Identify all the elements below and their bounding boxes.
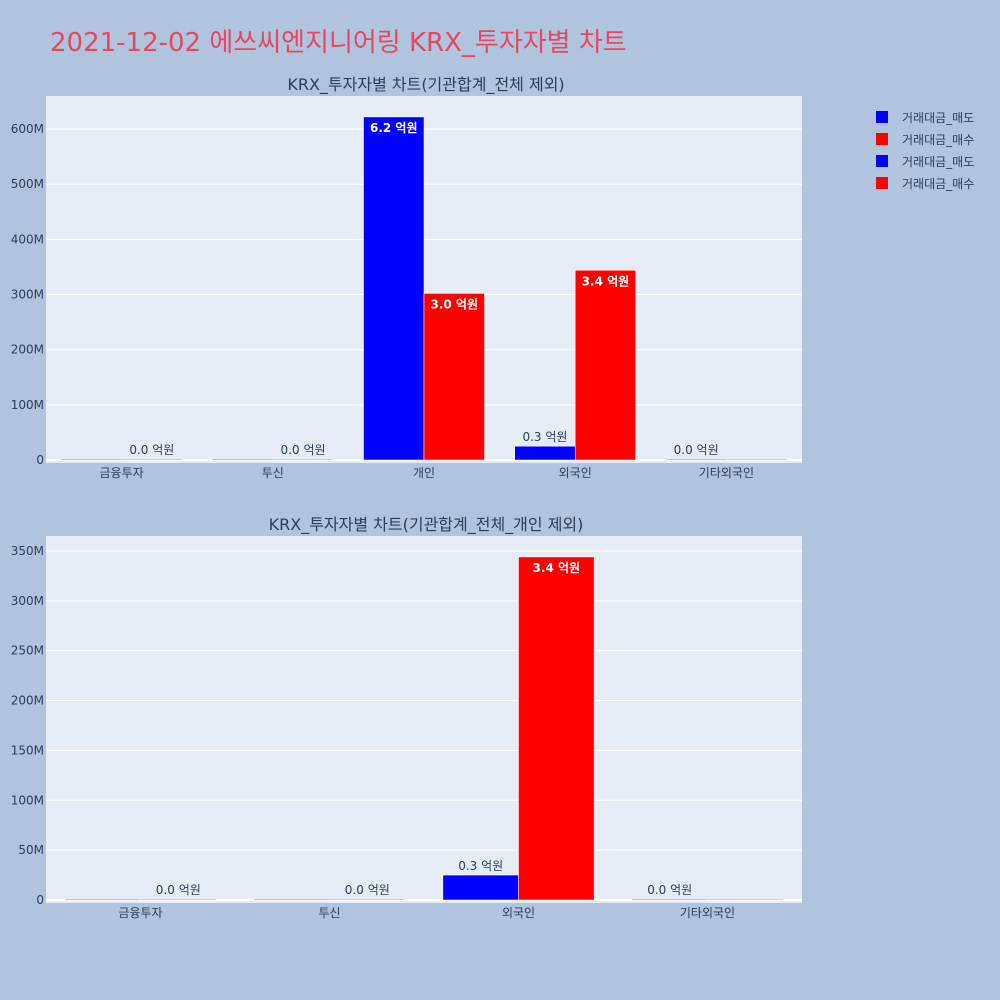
y-tick-label: 400M — [11, 232, 44, 246]
y-tick-label: 200M — [11, 343, 44, 357]
y-tick-label: 0 — [36, 453, 44, 467]
data-label: 0.0 억원 — [345, 883, 390, 897]
data-label: 0.0 억원 — [129, 443, 174, 457]
y-tick-label: 0 — [36, 893, 44, 907]
data-label: 0.0 억원 — [647, 883, 692, 897]
bar-sell — [60, 458, 122, 461]
data-label: 3.4 억원 — [582, 274, 630, 288]
legend-label: 거래대금_매수 — [902, 132, 975, 147]
legend-label: 거래대금_매도 — [902, 154, 975, 169]
legend-item-buy-1[interactable]: 거래대금_매수 — [876, 128, 974, 150]
data-label: 6.2 억원 — [370, 121, 418, 135]
x-tick-label: 외국인 — [559, 466, 592, 480]
legend-swatch — [876, 133, 888, 145]
data-label: 0.3 억원 — [458, 859, 503, 873]
x-tick-label: 개인 — [413, 466, 435, 480]
bar-sell — [363, 116, 425, 461]
legend-item-sell-1[interactable]: 거래대금_매도 — [876, 106, 974, 128]
legend-swatch — [876, 177, 888, 189]
bar-buy — [329, 898, 406, 901]
legend-item-buy-2[interactable]: 거래대금_매수 — [876, 172, 974, 194]
bar-sell — [665, 458, 727, 461]
bar-sell — [64, 898, 141, 901]
y-tick-label: 300M — [11, 288, 44, 302]
legend[interactable]: 거래대금_매도 거래대금_매수 거래대금_매도 거래대금_매수 — [876, 106, 974, 194]
y-tick-label: 100M — [11, 398, 44, 412]
bar-buy — [423, 293, 485, 461]
bar-buy — [574, 270, 636, 461]
data-label: 3.0 억원 — [430, 297, 478, 311]
y-tick-label: 200M — [11, 694, 44, 708]
y-tick-label: 250M — [11, 644, 44, 658]
legend-label: 거래대금_매수 — [902, 176, 975, 191]
data-label: 0.0 억원 — [156, 883, 201, 897]
x-tick-label: 투신 — [262, 466, 284, 480]
y-tick-label: 600M — [11, 122, 44, 136]
bar-buy — [726, 458, 788, 461]
y-tick-label: 50M — [18, 843, 44, 857]
x-tick-label: 투신 — [318, 906, 340, 920]
x-tick-label: 기타외국인 — [680, 906, 735, 920]
bar-sell — [631, 898, 708, 901]
y-tick-label: 150M — [11, 743, 44, 757]
bar-buy — [272, 458, 334, 461]
bar-buy — [121, 458, 183, 461]
data-label: 0.3 억원 — [522, 430, 567, 444]
bar-sell — [253, 898, 330, 901]
bar-buy — [140, 898, 217, 901]
x-tick-label: 금융투자 — [118, 906, 162, 920]
chart-title-2: KRX_투자자별 차트(기관합계_전체_개인 제외) — [269, 515, 584, 535]
legend-swatch — [876, 111, 888, 123]
y-tick-label: 350M — [11, 544, 44, 558]
bar-sell — [442, 874, 519, 901]
page-title: 2021-12-02 에쓰씨엔지니어링 KRX_투자자별 차트 — [50, 28, 627, 58]
legend-swatch — [876, 155, 888, 167]
bar-buy — [518, 556, 595, 901]
x-tick-label: 외국인 — [502, 906, 535, 920]
legend-label: 거래대금_매도 — [902, 110, 975, 125]
bar-sell — [514, 445, 576, 461]
plot-area-2 — [46, 536, 802, 903]
data-label: 0.0 억원 — [281, 443, 326, 457]
data-label: 3.4 억원 — [533, 561, 581, 575]
data-label: 0.0 억원 — [674, 443, 719, 457]
x-tick-label: 금융투자 — [100, 466, 144, 480]
y-tick-label: 500M — [11, 177, 44, 191]
bar-buy — [707, 898, 784, 901]
legend-item-sell-2[interactable]: 거래대금_매도 — [876, 150, 974, 172]
bar-sell — [212, 458, 274, 461]
y-tick-label: 100M — [11, 793, 44, 807]
y-tick-label: 300M — [11, 594, 44, 608]
chart-title-1: KRX_투자자별 차트(기관합계_전체 제외) — [287, 75, 564, 95]
x-tick-label: 기타외국인 — [699, 466, 754, 480]
